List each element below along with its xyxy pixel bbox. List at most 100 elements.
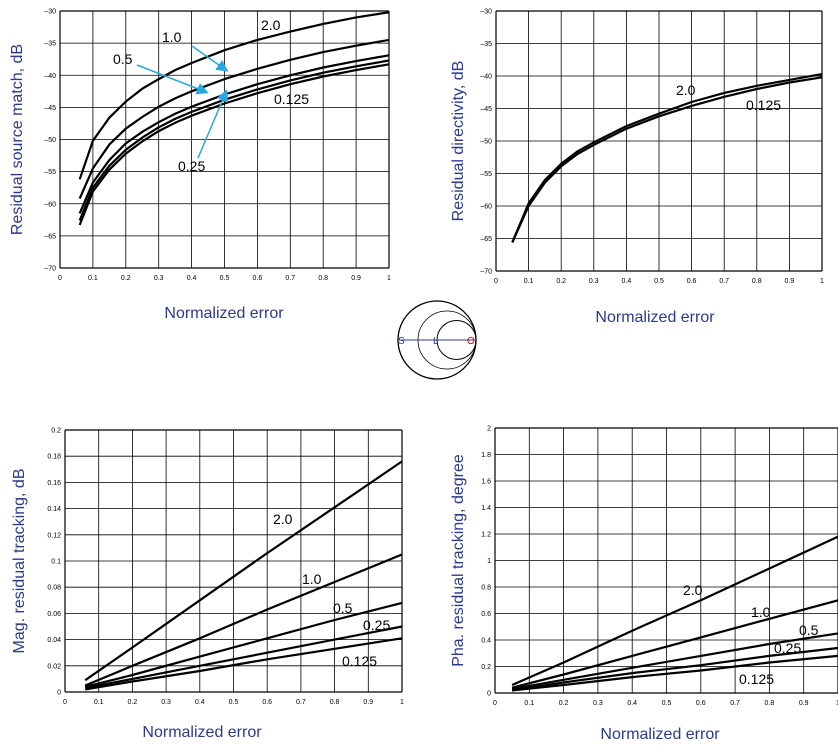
x-tick-label: 0.8 — [318, 275, 328, 282]
curve-label: 0.5 — [799, 622, 819, 638]
curve-label: 0.125 — [274, 91, 309, 107]
x-tick-label: 0.4 — [622, 278, 632, 285]
y-tick-label: 0.12 — [47, 532, 61, 539]
series-line-0.125 — [511, 654, 838, 692]
y-tick-label: –40 — [44, 73, 56, 80]
x-tick-label: 0.6 — [262, 699, 272, 706]
x-tick-label: 0.7 — [730, 700, 740, 707]
x-tick-label: 0.9 — [785, 278, 795, 285]
x-tick-label: 0.8 — [765, 700, 775, 707]
x-tick-label: 1 — [820, 278, 824, 285]
x-tick-label: 0.3 — [154, 275, 164, 282]
y-tick-label: –70 — [480, 269, 492, 276]
x-tick-label: 0.7 — [719, 278, 729, 285]
y-tick-label: –65 — [480, 236, 492, 243]
y-axis-label: Pha. residual tracking, degree — [450, 454, 467, 667]
y-tick-label: –30 — [44, 9, 56, 16]
series-line-0.25 — [84, 625, 403, 690]
x-tick-label: 0.5 — [229, 699, 239, 706]
series-line-1.0 — [84, 553, 403, 687]
y-axis-label: Mag. residual tracking, dB — [11, 469, 28, 654]
x-tick-label: 0.8 — [752, 278, 762, 285]
curve-label: 0.125 — [746, 97, 781, 113]
y-axis-label: Residual source match, dB — [9, 44, 26, 235]
series-line-0.125 — [85, 637, 403, 691]
directivity-chart: 0 0.1 0.2 0.3 0.4 0.5 0.6 0.7 0.8 0.9 1 –30 –35 –40 –4… — [450, 9, 824, 327]
x-tick-label: 0.4 — [187, 275, 197, 282]
pointer-arrow — [191, 45, 229, 72]
x-axis-label: Normalized error — [142, 724, 262, 741]
y-tick-label: 0 — [57, 690, 61, 697]
y-tick-label: –70 — [44, 266, 56, 273]
pointer-arrow — [136, 64, 209, 95]
x-axis-label: Normalized error — [595, 309, 715, 326]
series-line-2.0 — [511, 73, 823, 243]
y-tick-label: –35 — [44, 41, 56, 48]
curve-label: 0.25 — [178, 158, 205, 174]
series-line-2.0 — [78, 11, 390, 180]
x-tick-label: 0.1 — [524, 700, 534, 707]
y-tick-label: 0.2 — [51, 428, 61, 435]
x-tick-label: 0.1 — [524, 278, 534, 285]
x-tick-label: 0.8 — [330, 699, 340, 706]
series-line-0.125 — [78, 63, 390, 226]
smith-label-s: S — [398, 336, 405, 347]
x-tick-label: 0.4 — [195, 699, 205, 706]
x-tick-label: 0.5 — [654, 278, 664, 285]
y-tick-label: 0.6 — [481, 611, 491, 618]
series-line-1.0 — [78, 38, 390, 200]
x-tick-label: 0.7 — [296, 699, 306, 706]
y-tick-label: –65 — [44, 233, 56, 240]
curve-label: 2.0 — [273, 511, 293, 527]
series-line-2.0 — [511, 535, 838, 687]
x-tick-label: 1 — [400, 699, 404, 706]
x-tick-label: 0.3 — [593, 700, 603, 707]
x-tick-label: 0.6 — [696, 700, 706, 707]
x-tick-label: 0.4 — [627, 700, 637, 707]
curve-label: 2.0 — [683, 582, 703, 598]
y-tick-label: –50 — [44, 137, 56, 144]
curve-label: 1.0 — [162, 29, 182, 45]
y-tick-label: 1.6 — [481, 479, 491, 486]
series-line-0.5 — [78, 54, 390, 214]
series-line-0.125 — [511, 76, 823, 243]
y-axis-label: Residual directivity, dB — [450, 61, 467, 222]
curve-label: 0.25 — [774, 640, 801, 656]
x-tick-label: 0.1 — [94, 699, 104, 706]
y-tick-label: 0.08 — [47, 585, 61, 592]
x-tick-label: 1 — [387, 275, 391, 282]
y-tick-label: 0.18 — [47, 454, 61, 461]
source-match-chart: 0 0.1 0.2 0.3 0.4 0.5 0.6 0.7 0.8 0.9 1 –30 –35 –40 –4… — [9, 9, 391, 323]
x-tick-label: 0.2 — [559, 700, 569, 707]
series-line-0.5 — [84, 601, 403, 688]
x-tick-label: 0.2 — [128, 699, 138, 706]
x-tick-label: 0.9 — [799, 700, 809, 707]
x-tick-label: 0.5 — [662, 700, 672, 707]
x-tick-label: 0.3 — [589, 278, 599, 285]
y-tick-label: 0.1 — [51, 559, 61, 566]
y-tick-label: –45 — [480, 106, 492, 113]
curve-label: 2.0 — [261, 17, 281, 33]
series-line-0.5 — [511, 632, 838, 691]
x-tick-label: 0.9 — [363, 699, 373, 706]
y-tick-label: 2 — [487, 426, 491, 433]
x-tick-label: 0.3 — [161, 699, 171, 706]
y-tick-label: –35 — [480, 41, 492, 48]
x-tick-label: 0 — [493, 700, 497, 707]
y-tick-label: 1.8 — [481, 452, 491, 459]
y-tick-label: 0 — [487, 691, 491, 698]
y-tick-label: 0.14 — [47, 506, 61, 513]
x-tick-label: 1 — [836, 700, 838, 707]
curve-label: 0.125 — [342, 653, 377, 669]
y-tick-label: 1.2 — [481, 532, 491, 539]
x-tick-label: 0 — [58, 275, 62, 282]
y-tick-label: 0.4 — [481, 638, 491, 645]
phase-tracking-chart: 0 0.1 0.2 0.3 0.4 0.5 0.6 0.7 0.8 0.9 1 2 1.8 1.6 1.4 1… — [450, 426, 838, 743]
y-tick-label: –45 — [44, 105, 56, 112]
y-tick-label: –60 — [480, 204, 492, 211]
x-tick-label: 0.1 — [88, 275, 98, 282]
curve-label: 2.0 — [676, 82, 696, 98]
x-axis-label: Normalized error — [600, 726, 720, 743]
series-line-0.25 — [78, 59, 390, 221]
curve-label: 0.125 — [739, 671, 774, 687]
